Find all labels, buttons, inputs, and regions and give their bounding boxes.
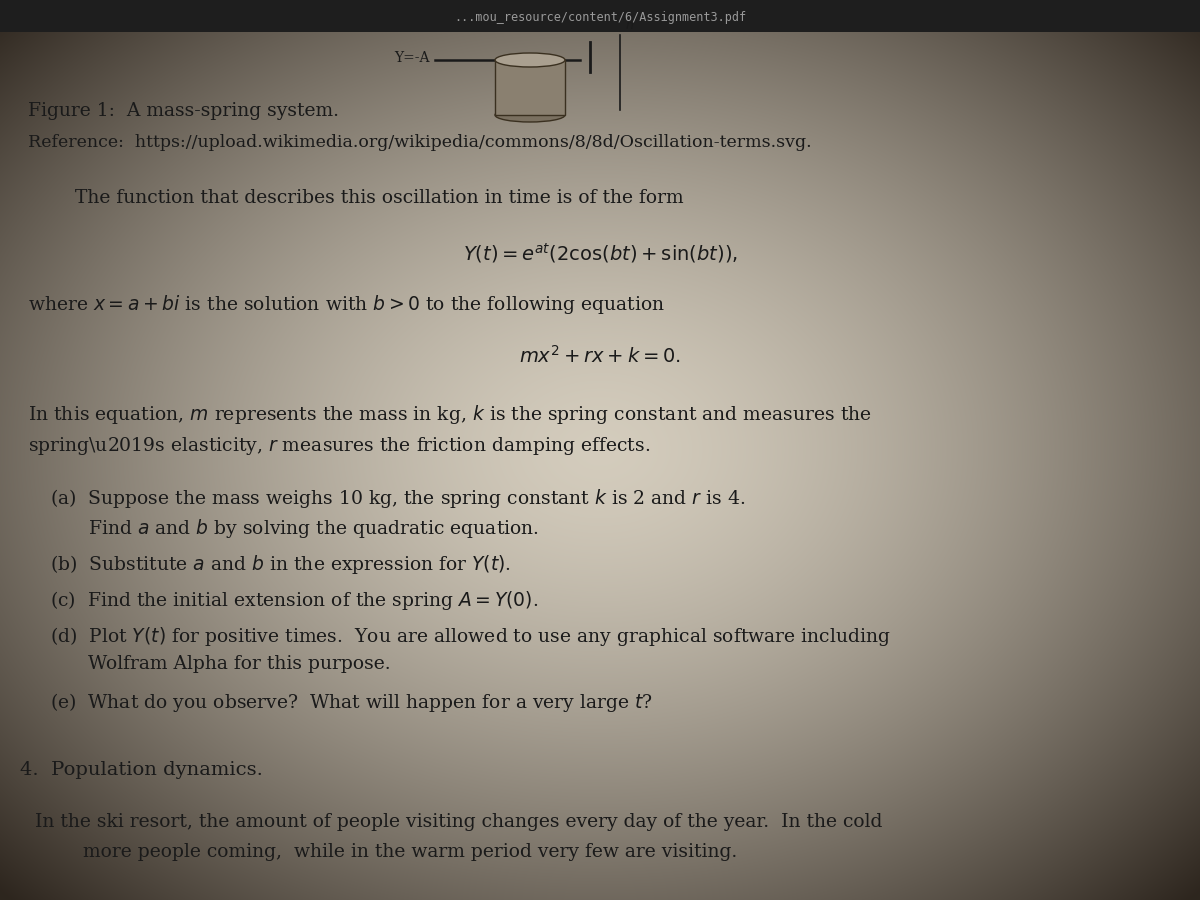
Text: (b)  Substitute $a$ and $b$ in the expression for $Y(t)$.: (b) Substitute $a$ and $b$ in the expres… [50, 553, 511, 576]
Text: Find $a$ and $b$ by solving the quadratic equation.: Find $a$ and $b$ by solving the quadrati… [88, 517, 539, 540]
Text: (a)  Suppose the mass weighs 10 kg, the spring constant $k$ is 2 and $r$ is 4.: (a) Suppose the mass weighs 10 kg, the s… [50, 487, 745, 510]
Text: where $x = a + bi$ is the solution with $b > 0$ to the following equation: where $x = a + bi$ is the solution with … [28, 293, 665, 316]
Text: In this equation, $m$ represents the mass in kg, $k$ is the spring constant and : In this equation, $m$ represents the mas… [28, 403, 872, 426]
Text: $n$: $n$ [625, 19, 634, 32]
Text: In the ski resort, the amount of people visiting changes every day of the year. : In the ski resort, the amount of people … [35, 813, 882, 831]
Ellipse shape [496, 53, 565, 67]
Text: The function that describes this oscillation in time is of the form: The function that describes this oscilla… [74, 189, 684, 207]
Ellipse shape [496, 108, 565, 122]
Text: (c)  Find the initial extension of the spring $A = Y(0)$.: (c) Find the initial extension of the sp… [50, 589, 539, 612]
Text: Reference:  https://upload.wikimedia.org/wikipedia/commons/8/8d/Oscillation-term: Reference: https://upload.wikimedia.org/… [28, 134, 811, 151]
Text: Figure 1:  A mass-spring system.: Figure 1: A mass-spring system. [28, 102, 340, 120]
Text: (e)  What do you observe?  What will happen for a very large $t$?: (e) What do you observe? What will happe… [50, 691, 653, 714]
Text: more people coming,  while in the warm period very few are visiting.: more people coming, while in the warm pe… [65, 843, 737, 861]
Text: $mx^2 + rx + k = 0.$: $mx^2 + rx + k = 0.$ [520, 345, 680, 367]
Bar [496, 60, 565, 115]
Bar [0, 0, 1200, 32]
Text: $Y(t) = e^{at}(2\cos(bt) + \sin(bt)),$: $Y(t) = e^{at}(2\cos(bt) + \sin(bt)),$ [462, 241, 738, 265]
Text: Y=-A: Y=-A [395, 51, 430, 65]
Text: 4.  Population dynamics.: 4. Population dynamics. [20, 761, 263, 779]
Text: ...mou_resource/content/6/Assignment3.pdf: ...mou_resource/content/6/Assignment3.pd… [454, 12, 746, 24]
Text: (d)  Plot $Y(t)$ for positive times.  You are allowed to use any graphical softw: (d) Plot $Y(t)$ for positive times. You … [50, 625, 890, 648]
Text: spring\u2019s elasticity, $r$ measures the friction damping effects.: spring\u2019s elasticity, $r$ measures t… [28, 435, 650, 457]
Text: Wolfram Alpha for this purpose.: Wolfram Alpha for this purpose. [88, 655, 391, 673]
